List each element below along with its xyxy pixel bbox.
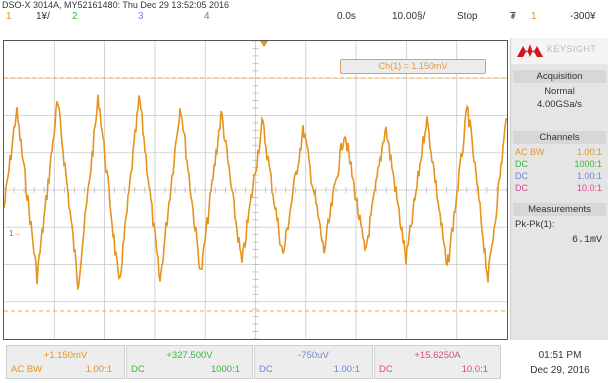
channel-2-number[interactable]: 2	[72, 11, 78, 22]
channel-coupling: DC	[131, 364, 145, 375]
trigger-position-marker[interactable]	[260, 41, 268, 47]
measurement-value: 6.1mV	[571, 235, 602, 246]
measurement-label: Pk-Pk(1):	[515, 219, 555, 230]
sample-rate: 4.00GSa/s	[537, 99, 582, 110]
trigger-level[interactable]: -300¥	[570, 11, 596, 22]
channel-offset-value: +327.500V	[166, 350, 213, 361]
clock-date: Dec 29, 2016	[530, 365, 590, 376]
brand-name: KEYSIGHT	[547, 44, 597, 54]
keysight-logo-icon	[517, 44, 543, 57]
channel-probe-ratio: 1.00:1	[85, 364, 112, 375]
time-scale[interactable]: 10.00§/	[392, 11, 426, 22]
measurements-header[interactable]: Measurements	[513, 203, 606, 216]
channel-3-info-box[interactable]: -750uV DC 1.00:1	[254, 345, 373, 379]
device-info-line: DSO-X 3014A, MY52161480: Thu Dec 29 13:5…	[2, 0, 229, 10]
acquisition-header[interactable]: Acquisition	[513, 70, 606, 83]
channel-1-ground-marker[interactable]: 1→	[9, 229, 22, 238]
panel-channel-coupling[interactable]: DC	[515, 183, 528, 193]
channel-4-number[interactable]: 4	[204, 11, 210, 22]
acquisition-mode: Normal	[544, 86, 575, 97]
channels-header[interactable]: Channels	[513, 131, 606, 144]
channel-coupling: DC	[379, 364, 393, 375]
graticule	[4, 41, 507, 339]
channel-offset-value: +15.6250A	[414, 350, 461, 361]
clock-time: 01:51 PM	[538, 350, 582, 361]
panel-channel-probe[interactable]: 1.00:1	[576, 171, 602, 181]
panel-channel-probe[interactable]: 1000:1	[574, 159, 602, 169]
channel-coupling: AC BW	[11, 364, 43, 375]
panel-channel-probe[interactable]: 1.00:1	[576, 147, 602, 157]
keysight-logo: KEYSIGHT	[511, 38, 608, 64]
side-panel: KEYSIGHT Acquisition Normal 4.00GSa/s Ch…	[510, 38, 608, 340]
channel-1-info-box[interactable]: +1.150mV AC BW 1.00:1	[6, 345, 125, 379]
trigger-channel[interactable]: 1	[531, 11, 537, 22]
channel-1-trace	[4, 94, 507, 290]
channel-4-info-box[interactable]: +15.6250A DC 10.0:1	[374, 345, 501, 379]
channel-offset-value: +1.150mV	[43, 350, 88, 361]
panel-channel-coupling[interactable]: DC	[515, 171, 528, 181]
cursor-readout: Ch(1) = 1.150mV	[340, 59, 486, 74]
channel-offset-value: -750uV	[298, 350, 329, 361]
panel-channel-coupling[interactable]: DC	[515, 159, 528, 169]
channel-coupling: DC	[259, 364, 273, 375]
trigger-icon: ₮	[510, 11, 517, 22]
panel-channel-probe[interactable]: 10.0:1	[576, 183, 602, 193]
ch1-scale[interactable]: 1¥/	[36, 11, 50, 22]
channel-probe-ratio: 1.00:1	[333, 364, 360, 375]
channel-probe-ratio: 1000:1	[210, 364, 240, 375]
run-state[interactable]: Stop	[457, 11, 478, 22]
panel-channel-coupling[interactable]: AC BW	[515, 147, 545, 157]
channel-3-number[interactable]: 3	[138, 11, 144, 22]
time-offset[interactable]: 0.0s	[337, 11, 356, 22]
channel-1-number[interactable]: 1	[6, 11, 12, 22]
channel-probe-ratio: 10.0:1	[461, 364, 488, 375]
waveform-display[interactable]: Ch(1) = 1.150mV 1→	[3, 40, 508, 340]
channel-2-info-box[interactable]: +327.500V DC 1000:1	[126, 345, 253, 379]
